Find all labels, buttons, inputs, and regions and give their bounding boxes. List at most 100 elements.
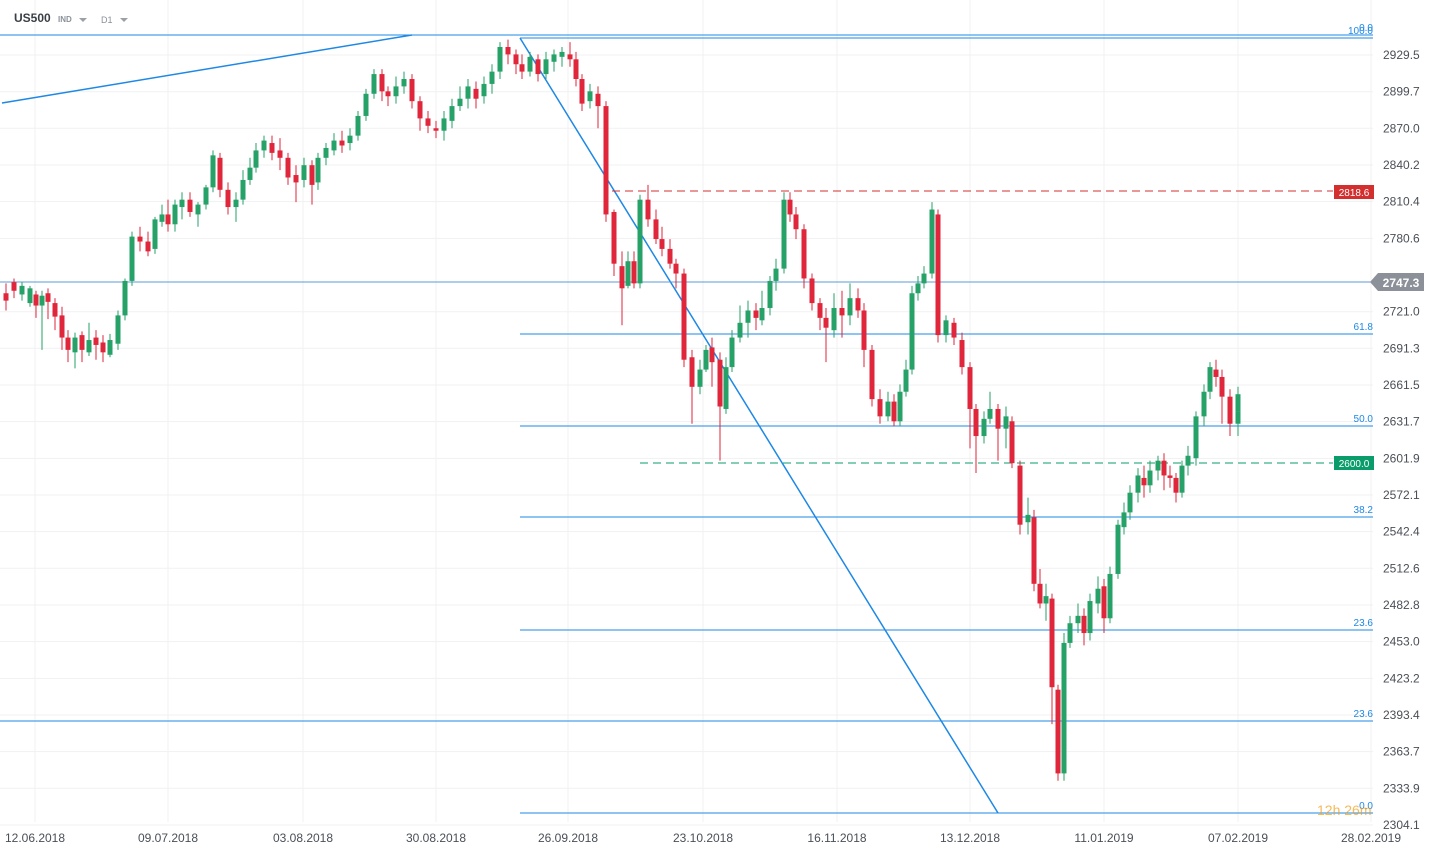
candle <box>1173 472 1179 503</box>
y-tick-label: 2542.4 <box>1383 525 1420 539</box>
candle <box>489 64 495 94</box>
candle-body <box>385 91 391 97</box>
candle <box>441 111 447 141</box>
candle <box>1207 362 1213 400</box>
candle-body <box>203 187 209 205</box>
candle-body <box>145 241 151 252</box>
candle-body <box>1201 391 1207 417</box>
candle-timer: 12h 26m <box>1317 802 1372 818</box>
candle <box>3 283 9 311</box>
candle-body <box>19 285 25 295</box>
candle <box>767 276 773 316</box>
y-tick-label: 2393.4 <box>1383 708 1420 722</box>
candle-body <box>645 199 651 220</box>
candle-body <box>625 261 631 286</box>
candle-body <box>1207 367 1213 392</box>
candle-body <box>1235 394 1241 412</box>
candle-body <box>551 54 557 62</box>
candle-body <box>1127 492 1133 513</box>
candle <box>737 305 743 343</box>
candle <box>817 298 823 331</box>
candle-body <box>1179 465 1185 493</box>
candle-body <box>729 337 735 368</box>
candle-body <box>567 54 573 60</box>
candle <box>659 226 665 257</box>
candle <box>1037 569 1043 609</box>
candle-body <box>1155 460 1161 471</box>
candle-body <box>611 211 617 264</box>
candle <box>579 74 585 112</box>
candle-body <box>172 204 178 225</box>
candle-body <box>809 278 815 304</box>
candle-body <box>93 337 99 345</box>
y-tick-label: 2840.2 <box>1383 158 1420 172</box>
candle <box>897 384 903 427</box>
candle <box>93 330 99 360</box>
candle <box>929 202 935 279</box>
candle-body <box>1173 477 1179 493</box>
candle <box>673 258 679 289</box>
candle-body <box>1213 369 1219 377</box>
candle-body <box>959 340 965 368</box>
candle-body <box>1009 421 1015 464</box>
candle-body <box>379 74 385 92</box>
market-type: IND <box>58 15 72 24</box>
candle-body <box>559 51 565 57</box>
candle <box>45 288 51 320</box>
candle <box>217 152 223 198</box>
x-tick-label: 26.09.2018 <box>538 831 598 845</box>
candle <box>1025 497 1031 535</box>
candle <box>285 152 291 185</box>
candle-body <box>903 369 909 392</box>
candle-body <box>781 199 787 269</box>
candle-body <box>1135 475 1141 493</box>
candle-body <box>331 140 337 151</box>
candle <box>717 352 723 461</box>
candle-body <box>659 239 665 249</box>
x-tick-label: 09.07.2018 <box>138 831 198 845</box>
candle <box>831 293 837 338</box>
candle <box>951 317 957 345</box>
candle-body <box>619 266 625 289</box>
candle <box>253 143 259 173</box>
symbol-name[interactable]: US500 <box>14 11 51 25</box>
candle-body <box>269 143 275 153</box>
candle-body <box>1049 598 1055 688</box>
current-price-badge: 2747.3 <box>1370 273 1424 291</box>
candle-body <box>773 268 779 281</box>
timeframe-selector[interactable]: D1 <box>101 15 113 25</box>
candle-body <box>885 401 891 417</box>
candle <box>122 278 128 321</box>
candle-body <box>1141 477 1147 486</box>
candle <box>1147 460 1153 493</box>
candle <box>793 207 799 240</box>
candle-body <box>943 320 949 336</box>
candle-body <box>465 86 471 99</box>
chevron-down-icon[interactable] <box>120 18 128 22</box>
current-price-badge-bg <box>1370 273 1424 291</box>
candle-body <box>1087 601 1093 634</box>
candle-body <box>737 322 743 338</box>
candle <box>809 273 815 311</box>
candle-body <box>723 367 729 409</box>
candle <box>935 209 941 343</box>
candle-body <box>1121 512 1127 528</box>
candle <box>861 303 867 368</box>
candle <box>1121 502 1127 535</box>
candle-body <box>631 261 637 284</box>
candle-body <box>301 165 307 180</box>
candle <box>943 315 949 343</box>
candle-body <box>839 308 845 316</box>
y-tick-label: 2304.1 <box>1383 818 1420 832</box>
candle <box>385 86 391 107</box>
candle-body <box>717 359 723 407</box>
candle-body <box>527 56 533 72</box>
candle <box>885 391 891 422</box>
candle <box>703 344 709 373</box>
candle <box>603 101 609 222</box>
candle <box>759 290 765 326</box>
candle-body <box>929 209 935 274</box>
chevron-down-icon[interactable] <box>79 18 87 22</box>
